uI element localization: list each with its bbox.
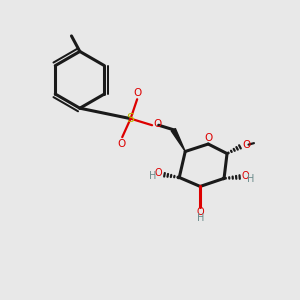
Text: O: O xyxy=(153,119,162,129)
Text: O: O xyxy=(204,133,212,143)
Text: O: O xyxy=(118,139,126,149)
Text: O: O xyxy=(242,140,250,150)
Text: H: H xyxy=(247,174,255,184)
Text: H: H xyxy=(149,171,156,181)
Text: S: S xyxy=(127,112,135,125)
Polygon shape xyxy=(171,128,185,152)
Text: O: O xyxy=(242,171,249,181)
Text: O: O xyxy=(196,207,204,217)
Text: O: O xyxy=(133,88,141,98)
Text: H: H xyxy=(197,213,205,223)
Text: O: O xyxy=(155,168,163,178)
